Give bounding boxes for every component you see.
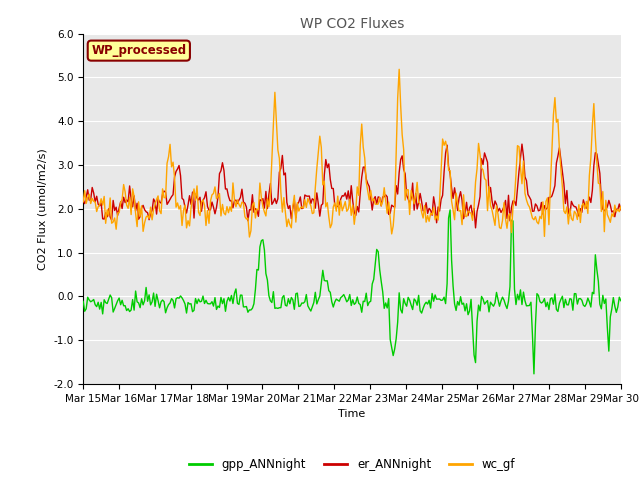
gpp_ANNnight <box>266 298 274 304</box>
gpp_ANNnight <box>446 207 454 213</box>
Legend: gpp_ANNnight, er_ANNnight, wc_gf: gpp_ANNnight, er_ANNnight, wc_gf <box>184 454 520 476</box>
er_ANNnight <box>314 201 322 206</box>
er_ANNnight <box>145 217 153 223</box>
er_ANNnight <box>518 141 526 147</box>
wc_gf <box>259 204 267 209</box>
er_ANNnight <box>472 225 479 231</box>
wc_gf <box>79 199 87 204</box>
gpp_ANNnight <box>530 371 538 377</box>
er_ANNnight <box>79 198 87 204</box>
er_ANNnight <box>266 180 274 186</box>
wc_gf <box>246 234 253 240</box>
gpp_ANNnight <box>314 297 322 302</box>
Y-axis label: CO2 Flux (umol/m2/s): CO2 Flux (umol/m2/s) <box>38 148 47 270</box>
er_ANNnight <box>257 198 265 204</box>
wc_gf <box>590 101 598 107</box>
wc_gf <box>316 133 324 139</box>
Title: WP CO2 Fluxes: WP CO2 Fluxes <box>300 17 404 31</box>
wc_gf <box>239 200 247 206</box>
Line: wc_gf: wc_gf <box>83 69 621 237</box>
wc_gf <box>396 66 403 72</box>
wc_gf <box>268 156 276 161</box>
Line: er_ANNnight: er_ANNnight <box>83 144 621 228</box>
wc_gf <box>617 204 625 210</box>
gpp_ANNnight <box>590 291 598 297</box>
er_ANNnight <box>239 199 247 205</box>
gpp_ANNnight <box>617 298 625 303</box>
wc_gf <box>145 216 153 221</box>
er_ANNnight <box>617 207 625 213</box>
gpp_ANNnight <box>79 299 87 304</box>
X-axis label: Time: Time <box>339 409 365 419</box>
Text: WP_processed: WP_processed <box>92 44 186 57</box>
Line: gpp_ANNnight: gpp_ANNnight <box>83 210 621 374</box>
er_ANNnight <box>590 163 598 168</box>
gpp_ANNnight <box>257 238 265 243</box>
gpp_ANNnight <box>239 304 247 310</box>
gpp_ANNnight <box>145 292 153 298</box>
